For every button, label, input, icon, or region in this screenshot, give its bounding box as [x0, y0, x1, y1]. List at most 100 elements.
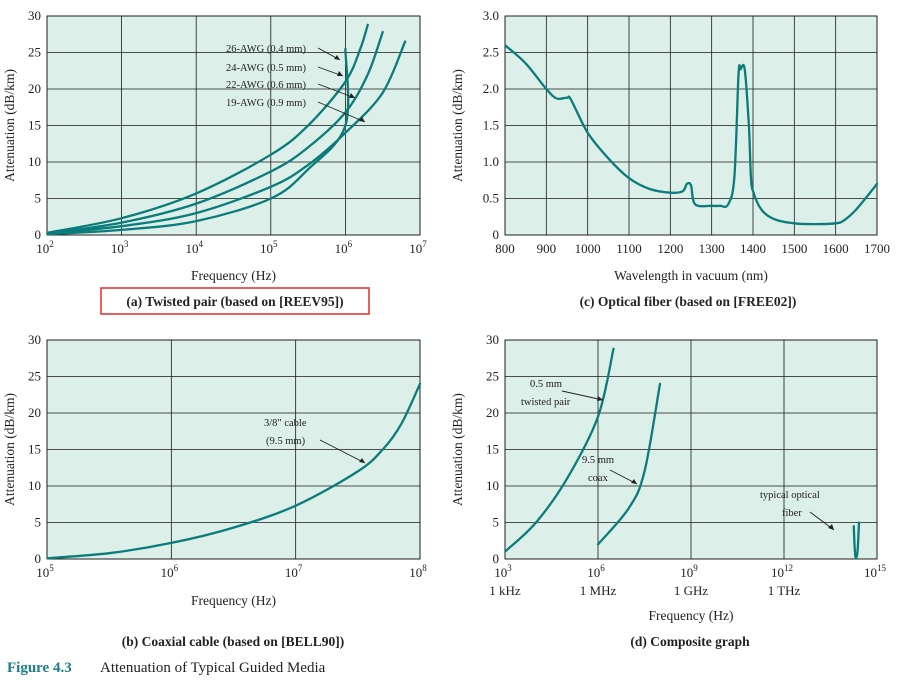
- x-tick-label: 1500: [781, 241, 807, 256]
- x-tick-sublabel: 1 kHz: [489, 583, 521, 598]
- x-axis-title: Frequency (Hz): [648, 608, 733, 623]
- arrowhead-19awg: [359, 117, 365, 122]
- y-tick-label: 5: [35, 515, 42, 530]
- x-tick-label: 106: [161, 563, 179, 580]
- plot-frame: [46, 15, 421, 236]
- series-line-a-1: [47, 30, 384, 235]
- chart-twisted-pair: 0 5 10 15 20 25 30 102 103 104 105 106 107 Frequency …: [2, 8, 427, 283]
- x-tick-label: 105: [36, 563, 54, 580]
- x-tick-label: 1700: [864, 241, 890, 256]
- x-tick-label: 104: [185, 239, 203, 256]
- x-tick-label: 1100: [616, 241, 642, 256]
- x-tick-label: 1600: [823, 241, 849, 256]
- annot-tp-size: 0.5 mm: [530, 379, 562, 390]
- y-tick-label: 1.5: [483, 118, 499, 133]
- annot-24awg: 24-AWG (0.5 mm): [226, 63, 306, 74]
- caption-highlight-box: [100, 287, 370, 315]
- figure-number: Figure 4.3: [7, 660, 72, 676]
- x-tick-label: 1300: [699, 241, 725, 256]
- y-axis-title: Attenuation (dB/km): [2, 69, 17, 182]
- arrowhead-24awg: [337, 71, 343, 76]
- y-axis-title: Attenuation (dB/km): [2, 393, 17, 506]
- figure-title: Attenuation of Typical Guided Media: [100, 660, 326, 676]
- x-tick-label: 800: [495, 241, 515, 256]
- x-tick-label: 107: [285, 563, 303, 580]
- series-line-d-1: [596, 382, 662, 546]
- y-tick-label: 15: [28, 442, 41, 457]
- arrowhead-fiber: [828, 524, 834, 530]
- x-tick-sublabel: 1 GHz: [674, 583, 709, 598]
- leader-arrows: [317, 47, 835, 531]
- series-line-d-0: [505, 347, 615, 553]
- y-tick-label: 0: [493, 551, 500, 566]
- y-tick-label: 0: [493, 227, 500, 242]
- y-axis-title: Attenuation (dB/km): [450, 69, 465, 182]
- series-line-b-0: [47, 382, 422, 560]
- caption-c: (c) Optical fiber (based on [FREE02]): [580, 294, 797, 309]
- x-axis-title: Frequency (Hz): [191, 268, 276, 283]
- annot-19awg: 19-AWG (0.9 mm): [226, 98, 306, 109]
- annot-fiber-a: typical optical: [760, 490, 820, 501]
- y-tick-label: 0: [35, 227, 42, 242]
- annot-22awg: 22-AWG (0.6 mm): [226, 80, 306, 91]
- x-tick-label: 103: [494, 563, 512, 580]
- x-tick-label: 1012: [771, 563, 793, 580]
- annotations-d: 0.5 mm twisted pair 9.5 mm coax typical …: [521, 379, 820, 519]
- y-tick-label: 15: [486, 442, 499, 457]
- x-tick-label: 107: [409, 239, 427, 256]
- annotations-a: 26-AWG (0.4 mm) 24-AWG (0.5 mm) 22-AWG (…: [226, 44, 306, 109]
- chart-coaxial-cable: 0 5 10 15 20 25 30 105 106 107 108 Frequency (Hz) At…: [2, 332, 427, 608]
- y-tick-label: 25: [28, 45, 41, 60]
- x-tick-label: 103: [111, 239, 129, 256]
- leader-tp: [561, 390, 604, 401]
- arrowhead-coax-d: [631, 479, 637, 484]
- x-tick-label: 900: [537, 241, 557, 256]
- leader-22awg: [317, 83, 356, 99]
- y-tick-label: 30: [486, 332, 499, 347]
- leader-coax: [319, 439, 366, 464]
- x-tick-label: 105: [260, 239, 278, 256]
- y-tick-label: 1.0: [483, 154, 499, 169]
- y-tick-label: 5: [35, 191, 42, 206]
- y-tick-label: 10: [486, 478, 499, 493]
- y-tick-label: 10: [28, 154, 41, 169]
- arrowheads: [334, 55, 834, 530]
- annot-26awg: 26-AWG (0.4 mm): [226, 44, 306, 55]
- y-tick-label: 5: [493, 515, 500, 530]
- x-tick-label: 106: [335, 239, 353, 256]
- series-line-a-2: [47, 40, 407, 235]
- y-tick-label: 0.5: [483, 191, 499, 206]
- annot-coax-name: 3/8" cable: [264, 418, 307, 429]
- x-tick-label: 1200: [657, 241, 683, 256]
- y-tick-label: 2.5: [483, 45, 499, 60]
- y-tick-label: 20: [28, 405, 41, 420]
- chart-optical-fiber: 0 0.5 1.0 1.5 2.0 2.5 3.0 800 900 1000 1100 1200 130…: [450, 8, 890, 283]
- annot-coax-name-d: coax: [588, 473, 609, 484]
- series-line-d-2: [852, 521, 861, 560]
- x-tick-sublabel: 1 MHz: [580, 583, 617, 598]
- y-tick-label: 25: [486, 369, 499, 384]
- annot-coax-size: (9.5 mm): [266, 436, 306, 447]
- x-tick-label: 1000: [575, 241, 601, 256]
- x-tick-label: 109: [680, 563, 698, 580]
- caption-d: (d) Composite graph: [630, 634, 750, 649]
- x-tick-label: 106: [587, 563, 605, 580]
- caption-a: (a) Twisted pair (based on [REEV95]): [126, 294, 343, 309]
- y-tick-label: 30: [28, 332, 41, 347]
- series-line-a-0: [47, 23, 369, 234]
- x-tick-label: 102: [36, 239, 54, 256]
- x-axis-title: Wavelength in vacuum (nm): [614, 268, 768, 283]
- arrowhead-22awg: [349, 93, 355, 98]
- y-tick-label: 3.0: [483, 8, 499, 23]
- annot-fiber-b: fiber: [782, 508, 802, 519]
- caption-b: (b) Coaxial cable (based on [BELL90]): [122, 634, 344, 649]
- x-tick-label: 108: [409, 563, 427, 580]
- arrowhead-26awg: [334, 55, 340, 60]
- x-tick-sublabel: 1 THz: [768, 583, 801, 598]
- annot-coax-size-d: 9.5 mm: [582, 455, 614, 466]
- plot-frame: [504, 339, 878, 560]
- y-tick-label: 0: [35, 551, 42, 566]
- annotations-b: 3/8" cable (9.5 mm): [264, 418, 307, 447]
